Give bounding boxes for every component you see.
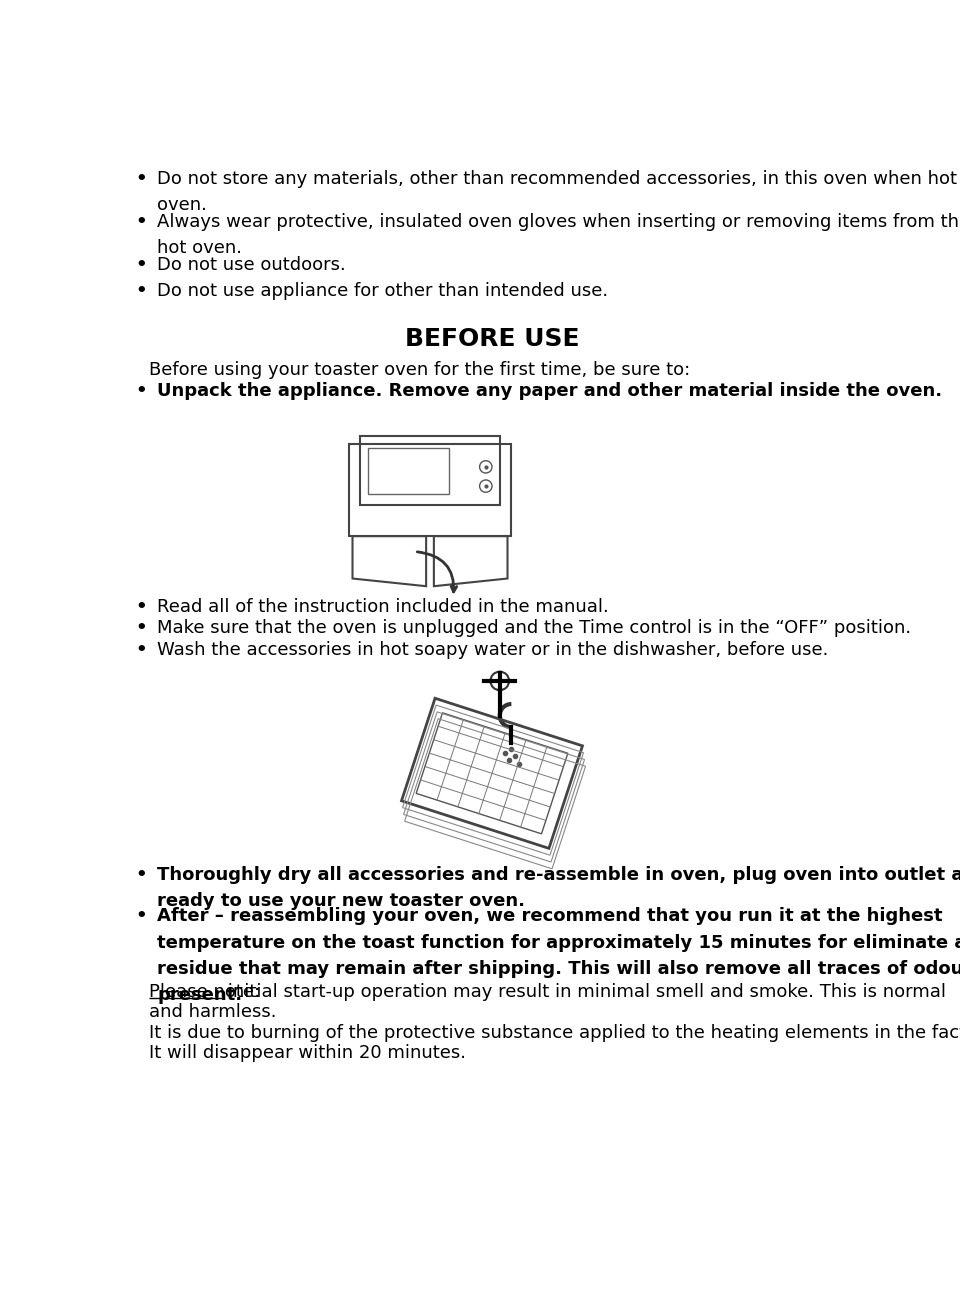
Text: Read all of the instruction included in the manual.: Read all of the instruction included in … xyxy=(157,598,609,616)
Text: •: • xyxy=(135,282,147,300)
Text: •: • xyxy=(135,169,147,187)
Text: •: • xyxy=(135,383,147,400)
Text: Thoroughly dry all accessories and re-assemble in oven, plug oven into outlet an: Thoroughly dry all accessories and re-as… xyxy=(157,865,960,910)
Text: Make sure that the oven is unplugged and the Time control is in the “OFF” positi: Make sure that the oven is unplugged and… xyxy=(157,619,911,637)
Text: •: • xyxy=(135,212,147,231)
Text: It is due to burning of the protective substance applied to the heating elements: It is due to burning of the protective s… xyxy=(150,1024,960,1042)
Text: It will disappear within 20 minutes.: It will disappear within 20 minutes. xyxy=(150,1045,467,1062)
Text: •: • xyxy=(135,598,147,616)
Text: Do not use outdoors.: Do not use outdoors. xyxy=(157,256,346,274)
Text: Unpack the appliance. Remove any paper and other material inside the oven.: Unpack the appliance. Remove any paper a… xyxy=(157,383,943,400)
Text: After – reassembling your oven, we recommend that you run it at the highest
temp: After – reassembling your oven, we recom… xyxy=(157,907,960,1004)
Text: Do not store any materials, other than recommended accessories, in this oven whe: Do not store any materials, other than r… xyxy=(157,169,957,214)
Text: •: • xyxy=(135,619,147,637)
Text: •: • xyxy=(135,641,147,659)
Text: •: • xyxy=(135,865,147,884)
Text: Always wear protective, insulated oven gloves when inserting or removing items f: Always wear protective, insulated oven g… xyxy=(157,212,960,257)
Text: BEFORE USE: BEFORE USE xyxy=(405,326,579,351)
Text: initial start-up operation may result in minimal smell and smoke. This is normal: initial start-up operation may result in… xyxy=(222,983,946,1000)
Text: •: • xyxy=(135,907,147,926)
Text: Please note:: Please note: xyxy=(150,983,260,1000)
Text: Do not use appliance for other than intended use.: Do not use appliance for other than inte… xyxy=(157,282,609,300)
Text: Wash the accessories in hot soapy water or in the dishwasher, before use.: Wash the accessories in hot soapy water … xyxy=(157,641,828,659)
Text: •: • xyxy=(135,256,147,274)
Text: Before using your toaster oven for the first time, be sure to:: Before using your toaster oven for the f… xyxy=(150,361,690,379)
Text: and harmless.: and harmless. xyxy=(150,1003,276,1021)
